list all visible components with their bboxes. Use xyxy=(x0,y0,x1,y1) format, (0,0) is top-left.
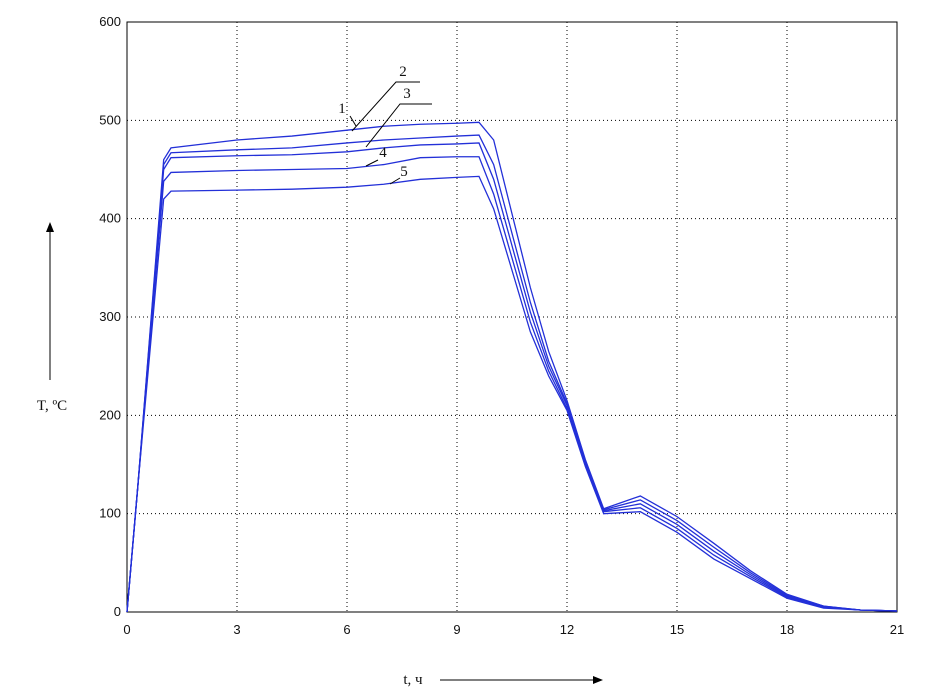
series-line xyxy=(126,142,898,613)
x-tick-label: 9 xyxy=(453,622,460,637)
series-annotation: 4 xyxy=(379,145,387,161)
x-tick-label: 6 xyxy=(343,622,350,637)
series-line xyxy=(126,156,898,613)
series-line xyxy=(126,121,898,613)
y-tick-label: 600 xyxy=(99,14,121,29)
annotation-leader xyxy=(389,177,401,185)
series-line xyxy=(126,175,898,613)
x-tick-label: 21 xyxy=(890,622,904,637)
x-tick-label: 0 xyxy=(123,622,130,637)
x-tick-label: 3 xyxy=(233,622,240,637)
y-tick-label: 0 xyxy=(114,604,121,619)
y-tick-label: 400 xyxy=(99,211,121,226)
y-tick-label: 200 xyxy=(99,407,121,422)
series-annotation: 2 xyxy=(399,64,407,80)
y-tick-label: 500 xyxy=(99,112,121,127)
x-tick-label: 15 xyxy=(670,622,684,637)
y-tick-label: 300 xyxy=(99,309,121,324)
annotation-leader xyxy=(365,103,432,148)
y-tick-label: 100 xyxy=(99,506,121,521)
annotation-leader xyxy=(349,115,357,127)
y-axis-label: T, ºC xyxy=(37,398,67,414)
y-axis-arrowhead xyxy=(46,222,54,232)
series-annotation: 1 xyxy=(338,101,346,117)
x-tick-label: 18 xyxy=(780,622,794,637)
x-axis-arrowhead xyxy=(593,676,603,684)
series-annotation: 3 xyxy=(403,86,411,102)
x-axis-label: t, ч xyxy=(403,672,423,688)
series-line xyxy=(126,134,898,613)
x-tick-label: 12 xyxy=(560,622,574,637)
annotation-leader xyxy=(351,81,420,132)
annotation-leader xyxy=(365,159,379,167)
series-annotation: 5 xyxy=(400,164,408,180)
